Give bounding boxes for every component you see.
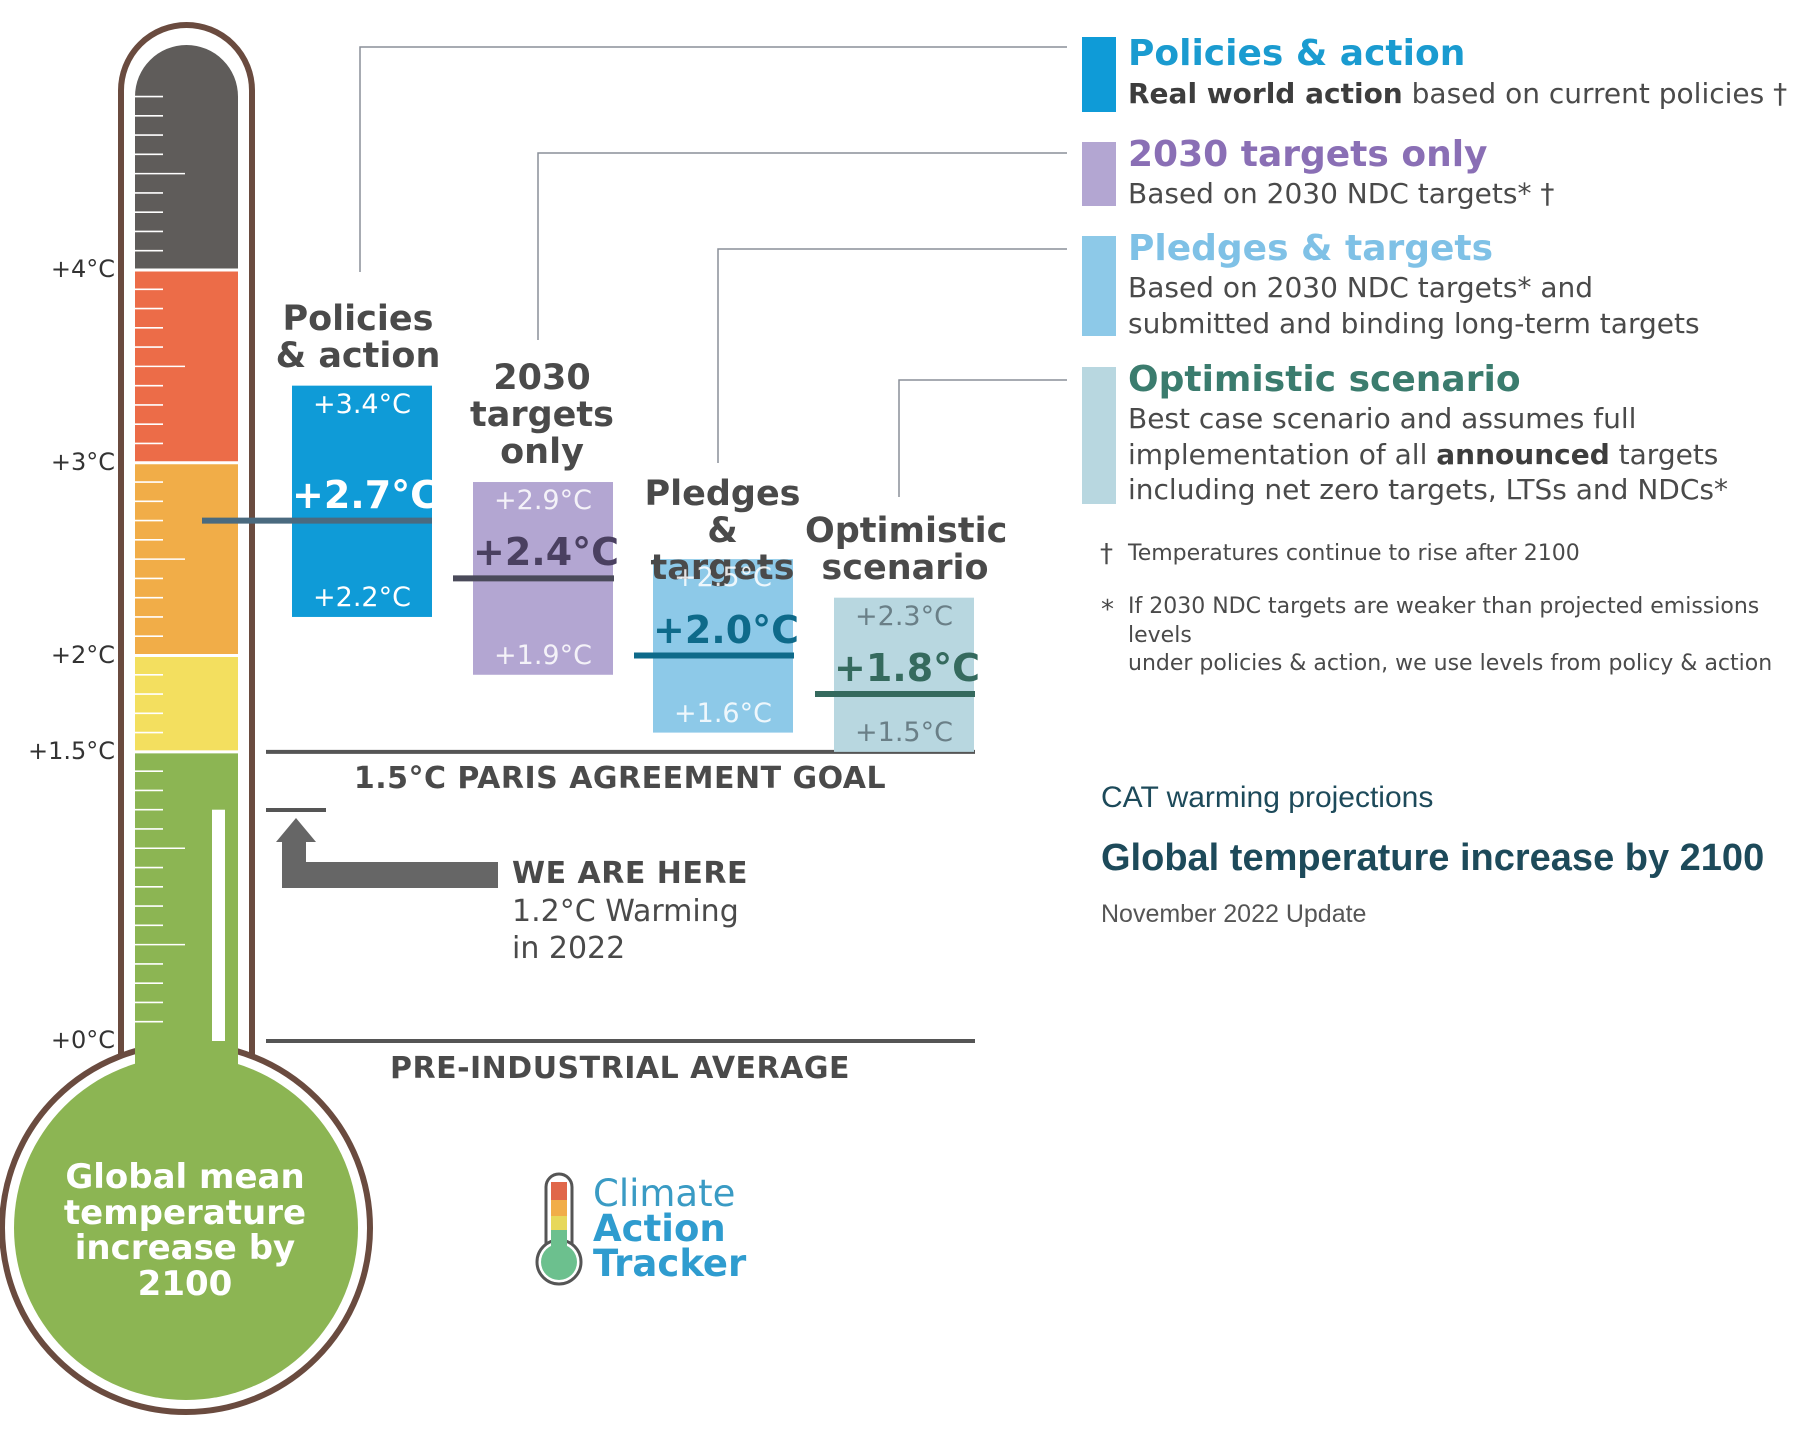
range-bar-pledges	[653, 559, 793, 733]
legend-title-policies: Policies & action	[1128, 33, 1466, 74]
y-tick-label: +2°C	[50, 640, 115, 669]
logo-band	[551, 1200, 567, 1216]
note-symbol-asterisk: *	[1101, 595, 1114, 625]
chart-title: Global temperature increase by 2100	[1101, 837, 1765, 879]
chart-subtitle: CAT warming projections	[1101, 781, 1434, 814]
legend-swatch	[1082, 367, 1116, 504]
category-title-policies: Policies & action	[275, 299, 441, 376]
legend-swatch	[1082, 142, 1116, 206]
legend-desc-pledges: Based on 2030 NDC targets* and submitted …	[1128, 271, 1700, 340]
data-label-high: +3.4°C	[313, 388, 411, 420]
paris-goal-label: 1.5°C PARIS AGREEMENT GOAL	[353, 761, 887, 796]
legend-leader-line	[537, 152, 1067, 340]
y-tick-label: +1.5°C	[27, 736, 115, 765]
category-title-2030: 2030 targets only	[470, 358, 614, 472]
update-date: November 2022 Update	[1101, 900, 1367, 928]
data-label-high: +2.9°C	[494, 485, 592, 517]
we-are-here-line1: 1.2°C Warming	[512, 894, 739, 929]
y-tick-label: +0°C	[50, 1026, 115, 1054]
data-label-mid: +2.0°C	[653, 607, 800, 652]
y-tick-label: +3°C	[50, 447, 115, 476]
logo-band	[551, 1182, 567, 1200]
logo-bulb	[541, 1244, 577, 1280]
note-symbol-dagger: †	[1100, 539, 1113, 569]
thermometer-band	[135, 45, 238, 270]
data-label-mid: +2.7°C	[292, 472, 439, 517]
legend-leader-line	[717, 248, 1067, 463]
we-are-here-line2: in 2022	[512, 931, 626, 966]
pre-industrial-label: PRE-INDUSTRIAL AVERAGE	[389, 1051, 850, 1086]
legend-title-pledges: Pledges & targets	[1128, 228, 1494, 269]
thermometer-bulb	[14, 1056, 358, 1400]
legend-title-2030: 2030 targets only	[1128, 134, 1488, 175]
legend-title-optimistic: Optimistic scenario	[1128, 359, 1521, 400]
data-label-mid: +1.8°C	[834, 646, 981, 691]
category-title-pledges: Pledges & targets	[644, 474, 801, 588]
logo-text-tracker: Tracker	[593, 1242, 747, 1285]
legend-desc-policies: Real world action based on current polic…	[1128, 77, 1788, 110]
data-label-low: +2.2°C	[313, 581, 411, 613]
we-are-here-arrow	[276, 818, 498, 888]
thermometer-band	[135, 655, 238, 752]
current-warming-column	[212, 809, 225, 1041]
data-label-mid: +2.4°C	[473, 530, 620, 575]
logo-band	[551, 1216, 567, 1230]
note-dagger-text: Temperatures continue to rise after 2100	[1128, 541, 1580, 566]
we-are-here-title: WE ARE HERE	[512, 856, 748, 891]
legend-leader-line	[898, 379, 1067, 497]
y-axis-label: Global mean temperature increase by 2100	[63, 1157, 307, 1305]
data-label-high: +2.3°C	[855, 600, 953, 632]
legend-swatch	[1082, 236, 1116, 336]
legend-desc-optimistic: Best case scenario and assumes full imple…	[1128, 402, 1728, 507]
range-bar-optimistic	[834, 597, 974, 752]
y-tick-label: +4°C	[50, 255, 115, 283]
category-title-optimistic: Optimistic scenario	[805, 511, 1008, 588]
logo-text-climate: Climate	[593, 1172, 736, 1215]
thermometer-neck	[135, 1031, 238, 1151]
legend-swatch	[1082, 37, 1116, 112]
data-label-low: +1.9°C	[494, 639, 592, 671]
legend-leader-line	[359, 46, 1067, 272]
legend-desc-2030: Based on 2030 NDC targets* †	[1128, 177, 1555, 210]
logo-text-action: Action	[593, 1207, 726, 1250]
data-label-low: +1.5°C	[855, 716, 953, 748]
note-asterisk-text: If 2030 NDC targets are weaker than proj…	[1128, 594, 1773, 677]
data-label-low: +1.6°C	[674, 697, 772, 729]
data-label-high: +2.5°C	[674, 562, 772, 594]
range-bar-policies	[292, 385, 432, 617]
